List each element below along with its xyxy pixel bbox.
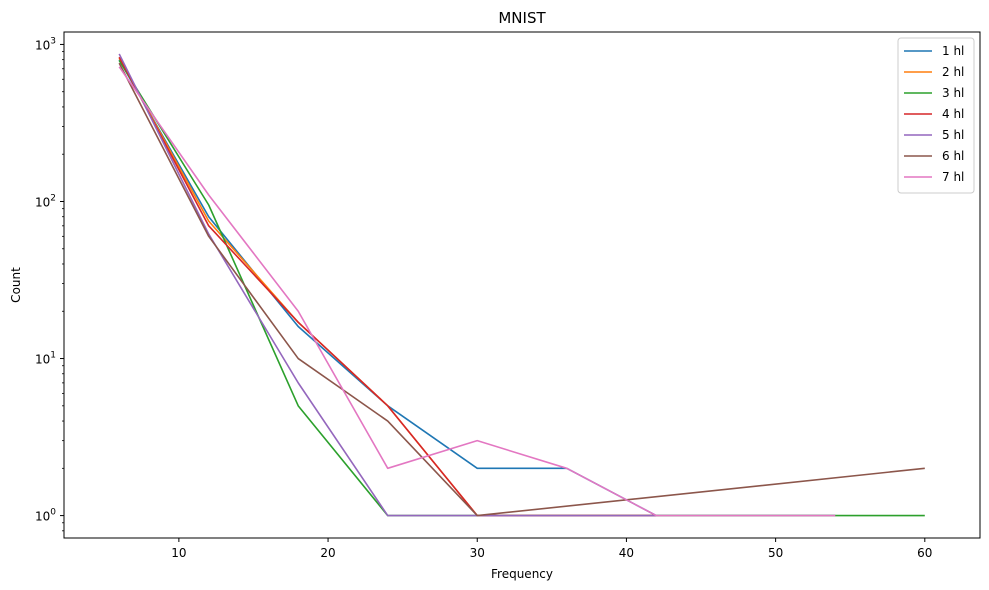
y-axis: 100 101 102 103: [35, 36, 64, 532]
chart-title: MNIST: [498, 9, 546, 27]
legend: 1 hl 2 hl 3 hl 4 hl 5 hl 6 hl 7 hl: [897, 37, 975, 194]
series-line-7-hl: [118, 66, 836, 517]
legend-label: 1 hl: [942, 44, 964, 58]
y-tick-label: 101: [35, 351, 56, 367]
series-line-3-hl: [118, 60, 925, 517]
legend-label: 4 hl: [942, 107, 964, 121]
legend-label: 2 hl: [942, 65, 964, 79]
y-tick-label: 103: [35, 36, 56, 52]
series-line-6-hl: [118, 62, 925, 517]
x-tick-label: 40: [619, 546, 634, 560]
series-line-4-hl: [118, 56, 657, 517]
x-tick-label: 10: [171, 546, 186, 560]
series-line-2-hl: [118, 57, 657, 517]
axes-frame: [63, 31, 981, 539]
x-tick-label: 50: [768, 546, 783, 560]
legend-label: 3 hl: [942, 86, 964, 100]
legend-label: 6 hl: [942, 149, 964, 163]
x-axis-label: Frequency: [491, 567, 553, 581]
lines-layer: [118, 53, 925, 517]
y-axis-label: Count: [9, 267, 23, 303]
x-axis: 10 20 30 40 50 60: [171, 538, 932, 560]
x-tick-label: 30: [470, 546, 485, 560]
y-tick-label: 102: [35, 193, 56, 209]
x-tick-label: 20: [320, 546, 335, 560]
y-tick-label: 100: [35, 508, 56, 524]
x-tick-label: 60: [917, 546, 932, 560]
series-line-5-hl: [118, 53, 657, 517]
legend-label: 5 hl: [942, 128, 964, 142]
legend-label: 7 hl: [942, 170, 964, 184]
legend-box: [897, 37, 975, 194]
series-line-1-hl: [118, 59, 836, 517]
